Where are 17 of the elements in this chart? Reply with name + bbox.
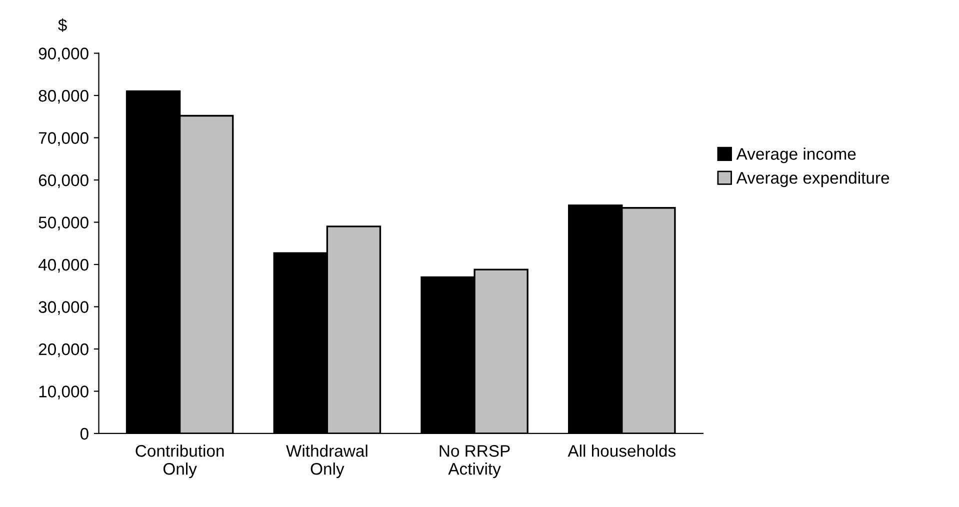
y-tick-label: 50,000 [38,216,88,230]
x-tick-label: All households [568,444,676,457]
y-tick-label: 30,000 [38,301,88,315]
legend-label: Average income [736,148,856,164]
y-tick-label: 0 [80,428,88,440]
y-tick-label: 90,000 [38,48,88,62]
y-axis-title: $ [58,18,67,32]
y-tick-label: 70,000 [38,132,88,146]
y-tick-label: 40,000 [38,258,88,273]
x-tick-label: Contribution Only [136,444,224,478]
legend-label: Average expenditure [736,172,890,188]
x-tick-label: No RRSP Activity [440,445,510,478]
y-tick-label: 80,000 [38,90,88,104]
x-tick-label: Withdrawal Only [286,444,368,478]
y-tick-label: 20,000 [38,343,88,358]
y-tick-label: 60,000 [38,174,88,188]
y-tick-label: 10,000 [39,386,88,400]
